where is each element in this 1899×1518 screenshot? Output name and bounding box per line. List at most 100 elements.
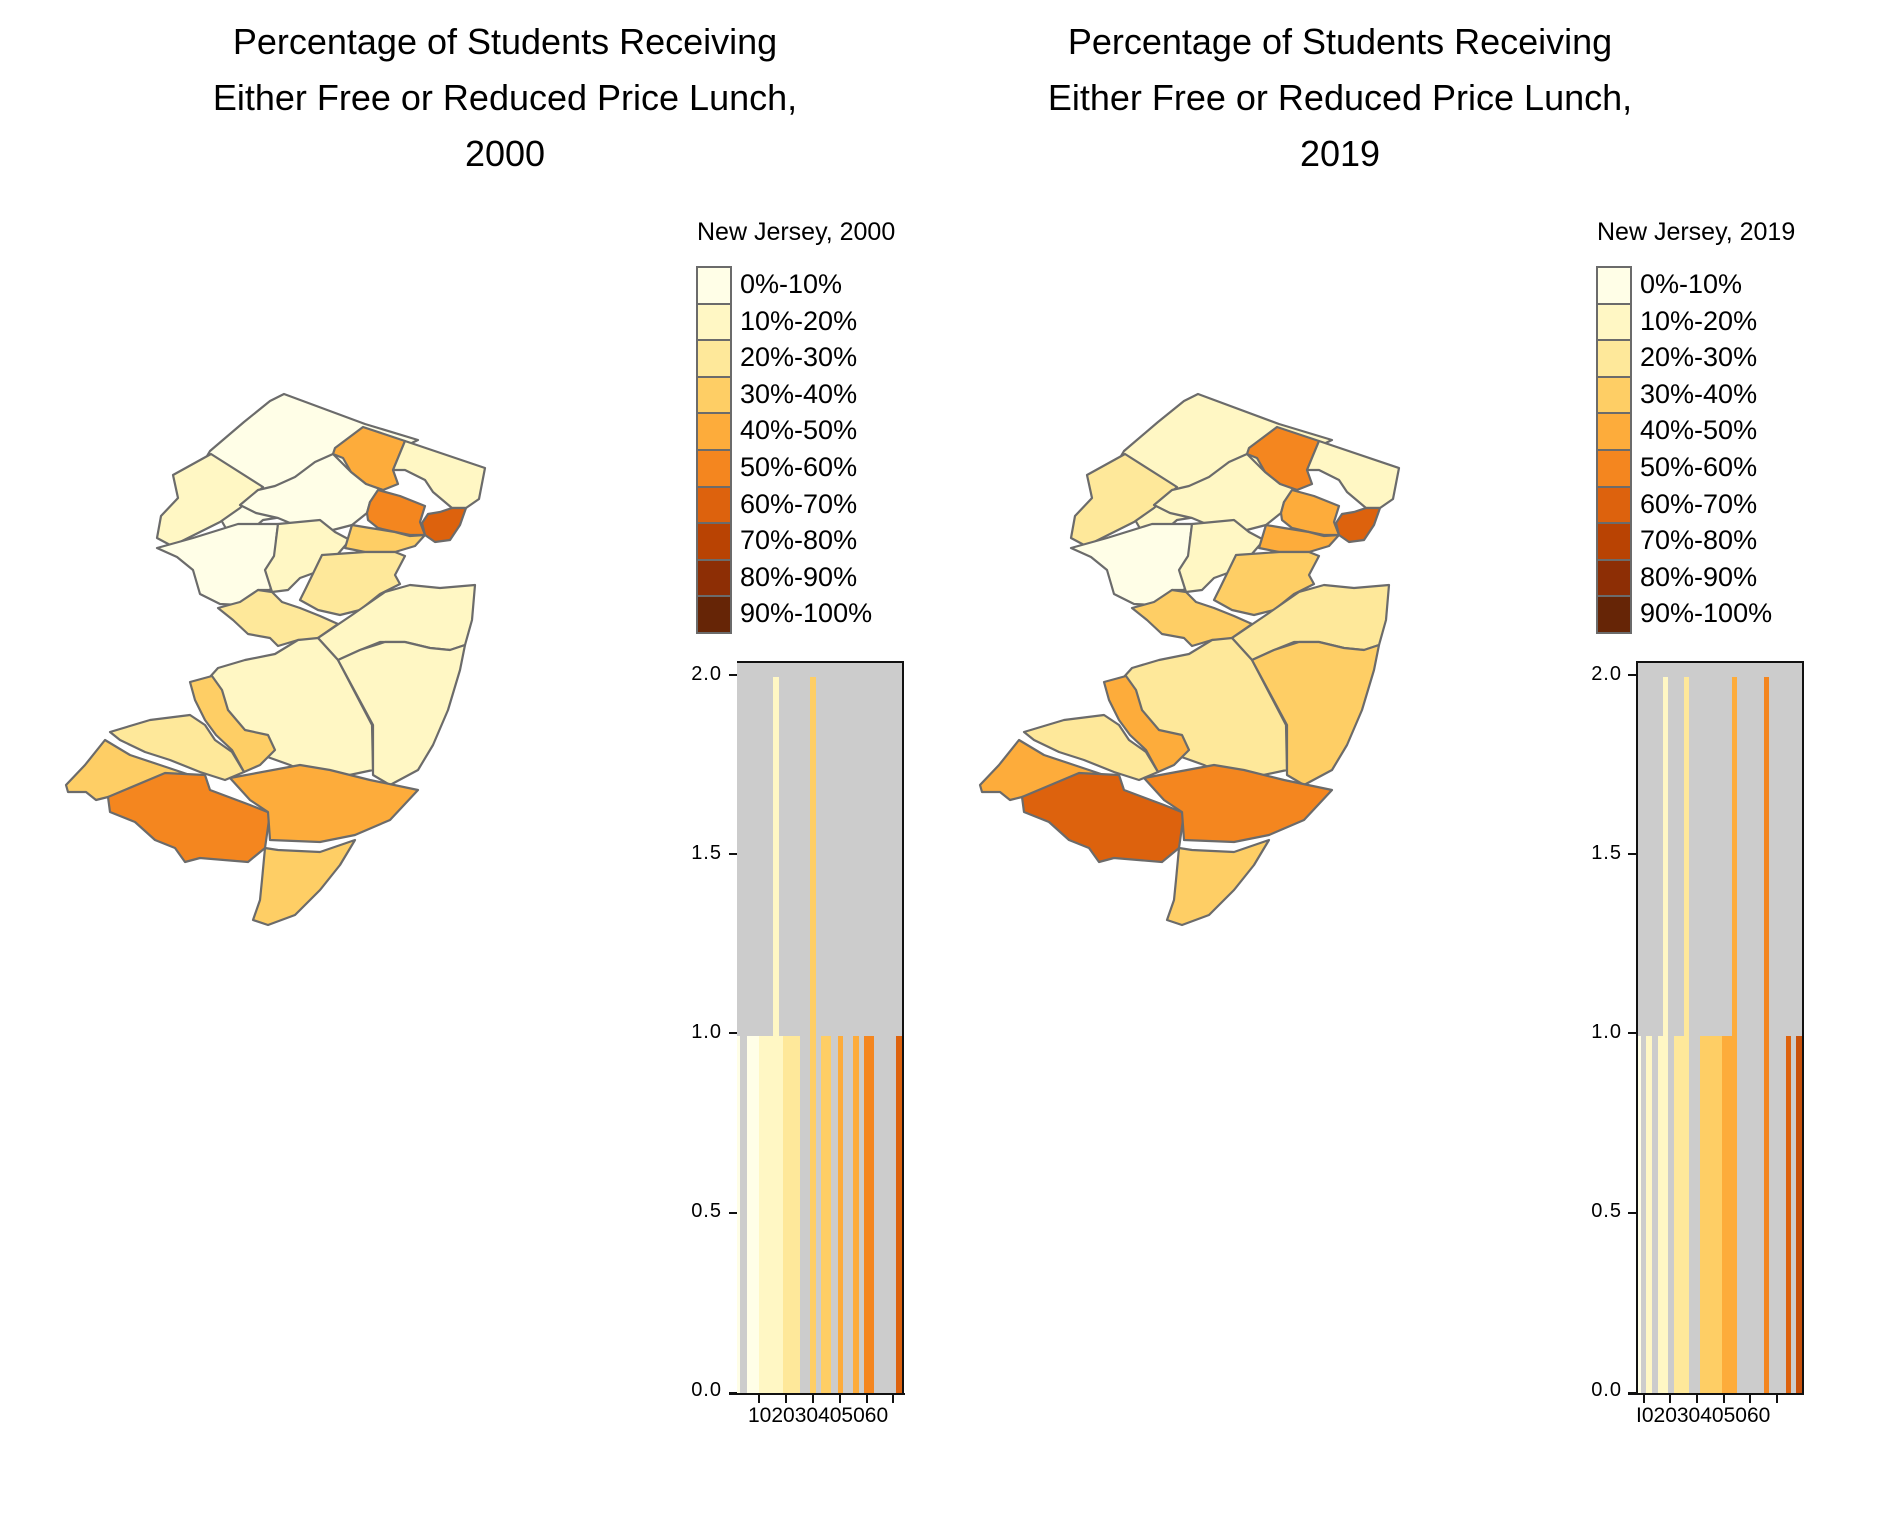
x-tick bbox=[1669, 1394, 1671, 1403]
county-cumberland bbox=[106, 771, 272, 864]
y-tick-label: 2.0 bbox=[1591, 663, 1622, 685]
legend-label: 40%-50% bbox=[740, 415, 858, 446]
y-tick-label: 0.5 bbox=[691, 1200, 722, 1222]
legend-swatch bbox=[696, 485, 732, 523]
y-tick-label: 2.0 bbox=[691, 663, 722, 685]
legend-swatch bbox=[1596, 412, 1632, 449]
county-gloucester bbox=[108, 713, 246, 782]
histogram-bar bbox=[896, 1036, 902, 1395]
choropleth-map bbox=[64, 392, 487, 927]
legend-swatch bbox=[696, 266, 732, 303]
x-tick bbox=[1749, 1394, 1751, 1403]
county-camden bbox=[188, 674, 277, 774]
county-hudson bbox=[420, 506, 468, 544]
x-tick bbox=[1643, 1394, 1645, 1403]
county-ocean bbox=[336, 640, 467, 787]
legend-swatch bbox=[1596, 339, 1632, 376]
x-tick bbox=[758, 1394, 760, 1403]
x-tick bbox=[892, 1394, 894, 1403]
legend-label: 10%-20% bbox=[1640, 305, 1758, 336]
histogram-bar bbox=[779, 1036, 783, 1395]
x-tick bbox=[1696, 1394, 1698, 1403]
legend-label: 70%-80% bbox=[1640, 525, 1758, 556]
legend-label: 20%-30% bbox=[1640, 342, 1758, 373]
histogram-bar bbox=[821, 1036, 831, 1395]
histogram-bar bbox=[1796, 1036, 1802, 1395]
legend-title: New Jersey, 2019 bbox=[1597, 218, 1796, 246]
y-tick bbox=[729, 853, 738, 855]
title-line-3: 2000 bbox=[464, 133, 546, 174]
county-cumberland bbox=[1020, 771, 1186, 864]
title-line-1: Percentage of Students Receiving bbox=[1067, 21, 1613, 62]
x-tick-labels: 102030405060 bbox=[748, 1404, 889, 1427]
histogram-bar bbox=[838, 1036, 843, 1395]
y-tick-label: 0.0 bbox=[691, 1379, 722, 1401]
legend-swatch bbox=[696, 339, 732, 376]
panel-2019: Percentage of Students Receiving Either … bbox=[950, 0, 1899, 1518]
legend-label: 80%-90% bbox=[1640, 561, 1758, 592]
choropleth-map bbox=[978, 392, 1401, 927]
legend-label: 90%-100% bbox=[740, 598, 873, 629]
legend-label: 90%-100% bbox=[1640, 598, 1773, 629]
x-axis bbox=[1628, 1393, 1804, 1395]
histogram-plot-area bbox=[1638, 661, 1804, 1395]
y-tick bbox=[729, 1212, 738, 1214]
x-tick bbox=[1723, 1394, 1725, 1403]
legend-swatch bbox=[1596, 558, 1632, 596]
histogram-bar bbox=[1684, 677, 1689, 1395]
legend-swatch bbox=[1596, 375, 1632, 413]
x-tick bbox=[812, 1394, 814, 1403]
legend-title: New Jersey, 2000 bbox=[697, 218, 896, 246]
chart-title: Percentage of Students Receiving Either … bbox=[785, 14, 1895, 182]
y-tick bbox=[1628, 1212, 1637, 1214]
y-tick-label: 1.5 bbox=[691, 842, 722, 864]
histogram-bar bbox=[773, 677, 779, 1395]
legend-label: 80%-90% bbox=[740, 561, 858, 592]
county-camden bbox=[1102, 674, 1191, 774]
x-tick bbox=[839, 1394, 841, 1403]
legend-label: 20%-30% bbox=[740, 342, 858, 373]
legend-label: 50%-60% bbox=[1640, 451, 1758, 482]
y-tick-label: 1.0 bbox=[1591, 1021, 1622, 1043]
legend-label: 0%-10% bbox=[1640, 269, 1743, 299]
histogram-plot-area bbox=[737, 661, 904, 1395]
histogram-bar bbox=[1764, 677, 1769, 1395]
y-tick-label: 0.0 bbox=[1591, 1379, 1622, 1401]
county-atlantic bbox=[1142, 763, 1334, 844]
y-tick-label: 1.5 bbox=[1591, 842, 1622, 864]
histogram-bar bbox=[1700, 1036, 1722, 1395]
legend-label: 40%-50% bbox=[1640, 415, 1758, 446]
chart-title: Percentage of Students Receiving Either … bbox=[0, 14, 1010, 182]
county-somerset bbox=[263, 518, 352, 594]
legend-label: 30%-40% bbox=[740, 378, 858, 409]
histogram-bar bbox=[1646, 1036, 1652, 1395]
y-axis bbox=[1636, 661, 1638, 1395]
legend-swatch bbox=[1596, 485, 1632, 523]
county-cape-may bbox=[251, 838, 357, 927]
legend-label: 30%-40% bbox=[1640, 378, 1758, 409]
legend-label: 60%-70% bbox=[740, 488, 858, 519]
histogram-bar bbox=[737, 1036, 740, 1395]
histogram-bar bbox=[864, 1036, 874, 1395]
legend-swatch bbox=[1596, 302, 1632, 340]
title-line-1: Percentage of Students Receiving bbox=[232, 21, 778, 62]
histogram-bar bbox=[1663, 677, 1668, 1395]
legend-swatch bbox=[1596, 522, 1632, 559]
legend-label: 10%-20% bbox=[740, 305, 858, 336]
histogram-bar bbox=[1786, 1036, 1791, 1395]
legend-label: 50%-60% bbox=[740, 451, 858, 482]
x-axis bbox=[729, 1393, 905, 1395]
county-middlesex bbox=[1212, 550, 1321, 617]
y-tick-label: 1.0 bbox=[691, 1021, 722, 1043]
legend-swatch bbox=[696, 412, 732, 449]
county-cape-may bbox=[1165, 838, 1271, 927]
title-line-3: 2019 bbox=[1299, 133, 1381, 174]
legend-swatch bbox=[696, 595, 732, 634]
legend-label: 70%-80% bbox=[740, 525, 858, 556]
county-union bbox=[343, 523, 427, 554]
legend-swatch bbox=[696, 522, 732, 559]
y-tick bbox=[729, 674, 738, 676]
histogram-bar bbox=[1732, 677, 1737, 1395]
county-ocean bbox=[1250, 640, 1381, 787]
legend-swatch bbox=[696, 375, 732, 413]
